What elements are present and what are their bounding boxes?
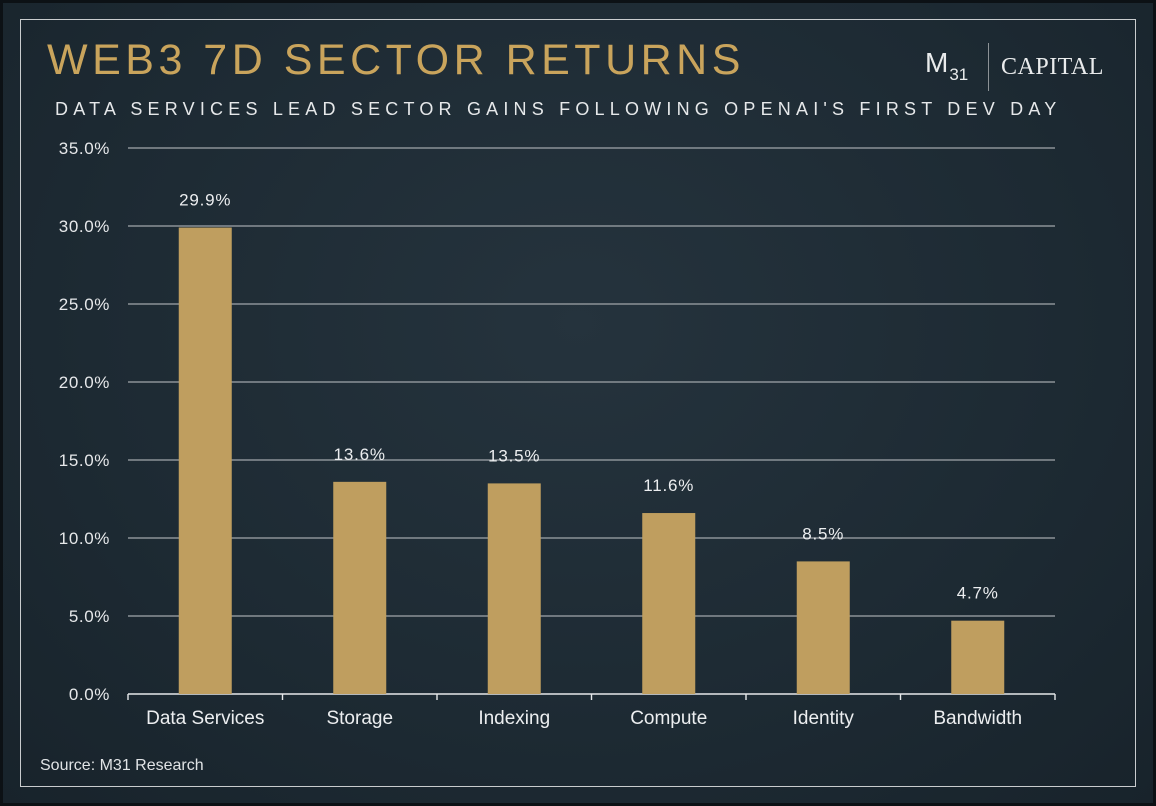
data-label: 8.5%: [802, 524, 844, 543]
logo-divider: [988, 43, 989, 91]
bar: [178, 227, 232, 694]
bar: [796, 561, 850, 694]
chart-title: WEB3 7D SECTOR RETURNS: [47, 36, 745, 84]
y-tick-label: 30.0%: [59, 217, 110, 236]
y-tick-label: 20.0%: [59, 373, 110, 392]
logo-word: CAPITAL: [1001, 54, 1104, 80]
logo-letter: M: [925, 47, 949, 78]
x-tick-label: Identity: [793, 708, 855, 729]
bar: [333, 481, 387, 694]
y-tick-label: 5.0%: [69, 607, 110, 626]
x-tick-label: Data Services: [146, 708, 264, 729]
x-tick-label: Storage: [326, 708, 393, 729]
y-tick-label: 35.0%: [59, 139, 110, 158]
chart-subtitle: DATA SERVICES LEAD SECTOR GAINS FOLLOWIN…: [55, 99, 1062, 119]
bar: [642, 513, 696, 694]
y-tick-label: 25.0%: [59, 295, 110, 314]
data-label: 13.5%: [488, 446, 540, 465]
x-tick-label: Indexing: [478, 708, 550, 729]
logo-mark: M31: [925, 47, 968, 84]
data-label: 11.6%: [643, 476, 694, 495]
y-tick-label: 0.0%: [69, 685, 110, 704]
x-tick-label: Compute: [630, 708, 707, 729]
data-label: 29.9%: [179, 191, 231, 210]
logo-number: 31: [949, 65, 969, 84]
source-note: Source: M31 Research: [40, 757, 204, 774]
bar-chart: 0.0% 5.0% 10.0% 15.0% 20.0% 25.0% 30.0% 35.0% 29…: [59, 139, 1056, 729]
data-label: 4.7%: [957, 584, 999, 603]
bar: [487, 483, 541, 694]
x-tick-label: Bandwidth: [933, 708, 1022, 729]
y-tick-label: 10.0%: [59, 529, 110, 548]
data-label: 13.6%: [334, 445, 386, 464]
y-tick-label: 15.0%: [59, 451, 110, 470]
bar: [951, 620, 1005, 694]
